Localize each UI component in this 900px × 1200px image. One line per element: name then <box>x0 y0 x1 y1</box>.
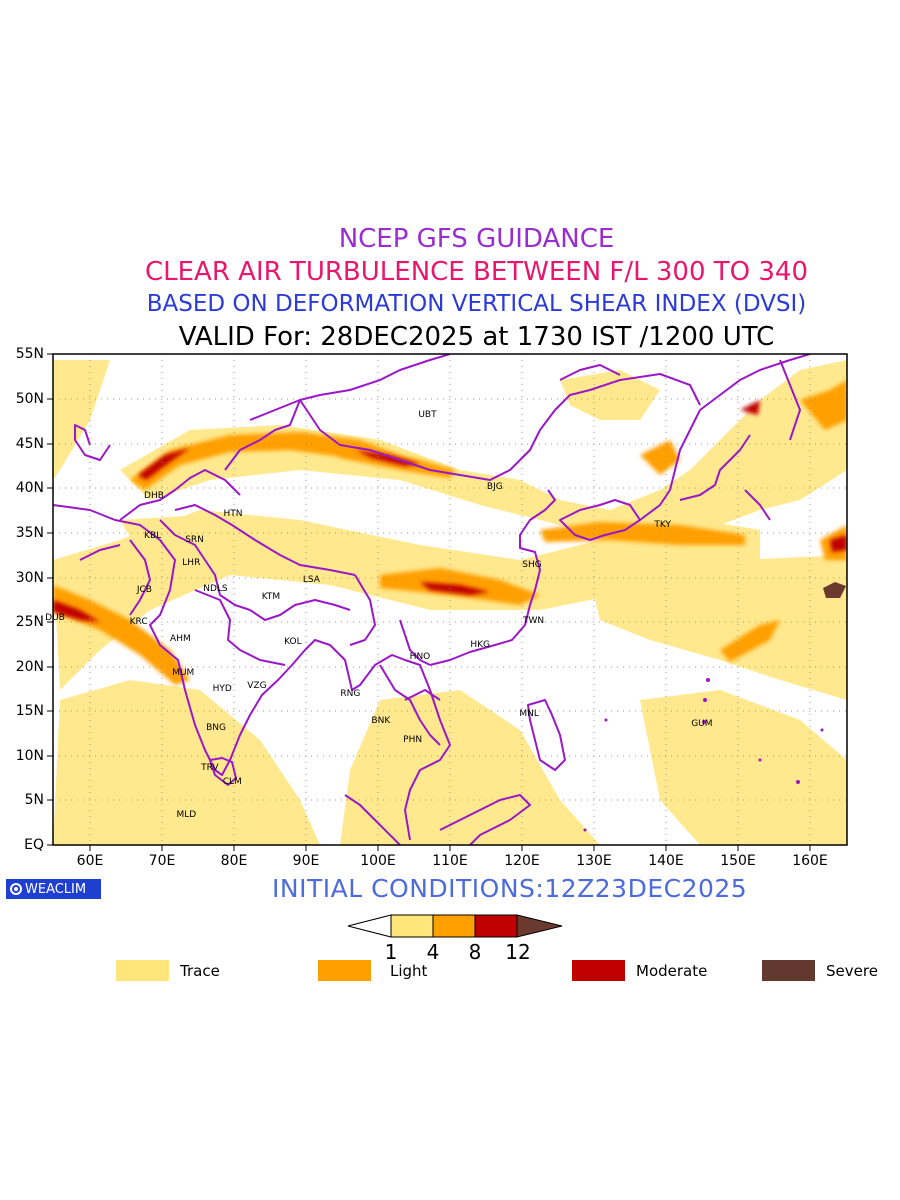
city-label-hkg: HKG <box>470 639 490 650</box>
city-label-kbl: KBL <box>144 531 162 541</box>
lon-label: 70E <box>148 853 176 869</box>
city-label-lhr: LHR <box>182 557 201 568</box>
legend-label-light: Light <box>390 962 428 980</box>
lat-label: EQ <box>24 837 44 853</box>
title-method: BASED ON DEFORMATION VERTICAL SHEAR INDE… <box>146 291 807 317</box>
city-label-bjg: BJG <box>486 481 503 492</box>
city-label-dhb: DHB <box>144 490 164 501</box>
lon-label: 90E <box>292 853 320 869</box>
legend-label-trace: Trace <box>180 962 220 980</box>
city-label-krc: KRC <box>129 616 148 627</box>
lon-label: 150E <box>720 853 756 869</box>
city-label-dub: DUB <box>45 613 65 624</box>
weaclim-logo: WEACLIM <box>6 879 101 899</box>
legend-swatch-trace <box>116 960 169 981</box>
city-label-hno: HNO <box>409 651 431 662</box>
lat-label: 5N <box>24 792 44 808</box>
city-label-htn: HTN <box>223 508 243 519</box>
city-label-mum: MUM <box>172 668 195 679</box>
city-label-tky: TKY <box>654 520 671 531</box>
lat-label: 45N <box>15 436 44 452</box>
lon-label: 140E <box>648 853 684 869</box>
lon-label: 160E <box>792 853 828 869</box>
lon-label: 120E <box>504 853 540 869</box>
lat-label: 40N <box>15 480 44 496</box>
colorbar-segment-moderate <box>474 914 518 938</box>
initial-conditions: INITIAL CONDITIONS:12Z23DEC2025 <box>272 874 748 903</box>
lat-label: 15N <box>15 703 44 719</box>
legend-swatch-light <box>318 960 371 981</box>
city-label-mnl: MNL <box>519 708 539 719</box>
colorbar-segment-trace <box>390 914 434 938</box>
lat-label: 30N <box>15 570 44 586</box>
lat-label: 10N <box>15 748 44 764</box>
city-label-srn: SRN <box>185 535 204 546</box>
title-product: CLEAR AIR TURBULENCE BETWEEN F/L 300 TO … <box>144 257 809 287</box>
legend-label-severe: Severe <box>826 962 878 980</box>
coastlines-and-borders <box>53 354 811 845</box>
lat-label: 20N <box>15 659 44 675</box>
circle-logo-icon <box>10 883 22 895</box>
city-label-clm: CLM <box>222 777 242 788</box>
islands <box>583 678 824 832</box>
legend-swatch-severe <box>762 960 815 981</box>
axis-ticks <box>47 353 811 851</box>
colorbar-tick-label: 1 <box>384 940 398 964</box>
city-label-trv: TRV <box>201 763 219 774</box>
city-label-lsa: LSA <box>302 574 320 585</box>
lon-label: 110E <box>432 853 468 869</box>
city-label-kol: KOL <box>284 637 302 648</box>
lon-label: 80E <box>220 853 248 869</box>
city-label-vzg: VZG <box>247 680 267 691</box>
city-label-ktm: KTM <box>261 591 281 602</box>
city-label-bng: BNG <box>206 722 227 733</box>
colorbar-under-triangle <box>347 914 392 938</box>
turbulence-field <box>53 354 847 845</box>
severe-areas <box>823 582 846 598</box>
moderate-areas <box>53 400 847 622</box>
city-label-twn: TWN <box>523 615 545 626</box>
city-label-ahm: AHM <box>170 633 191 644</box>
colorbar-tick-label: 12 <box>505 940 531 964</box>
lat-label: 55N <box>15 346 44 362</box>
city-label-rng: RNG <box>340 689 361 700</box>
city-label-gum: GUM <box>691 719 713 730</box>
city-label-jcb: JCB <box>136 585 152 596</box>
grid-lines <box>53 354 847 845</box>
colorbar-segment-light <box>432 914 476 938</box>
city-label-ndls: NDLS <box>203 583 228 594</box>
city-label-mld: MLD <box>176 810 197 821</box>
colorbar-over-triangle <box>516 914 563 938</box>
lat-label: 25N <box>15 614 44 630</box>
legend-swatch-moderate <box>572 960 625 981</box>
colorbar-tick-label: 8 <box>468 940 482 964</box>
city-label-phn: PHN <box>403 735 423 746</box>
city-label-bnk: BNK <box>371 715 391 726</box>
lon-label: 130E <box>576 853 612 869</box>
logo-text: WEACLIM <box>25 881 87 897</box>
legend-label-moderate: Moderate <box>636 962 708 980</box>
lat-label: 35N <box>15 525 44 541</box>
city-label-ubt: UBT <box>418 410 437 421</box>
city-label-shg: SHG <box>522 560 542 571</box>
lon-label: 100E <box>360 853 396 869</box>
colorbar <box>347 914 563 938</box>
lon-label: 60E <box>76 853 104 869</box>
colorbar-tick-label: 4 <box>426 940 440 964</box>
title-model: NCEP GFS GUIDANCE <box>338 224 615 254</box>
title-valid-time: VALID For: 28DEC2025 at 1730 IST /1200 U… <box>178 322 775 352</box>
city-label-hyd: HYD <box>212 683 232 694</box>
lat-label: 50N <box>15 391 44 407</box>
